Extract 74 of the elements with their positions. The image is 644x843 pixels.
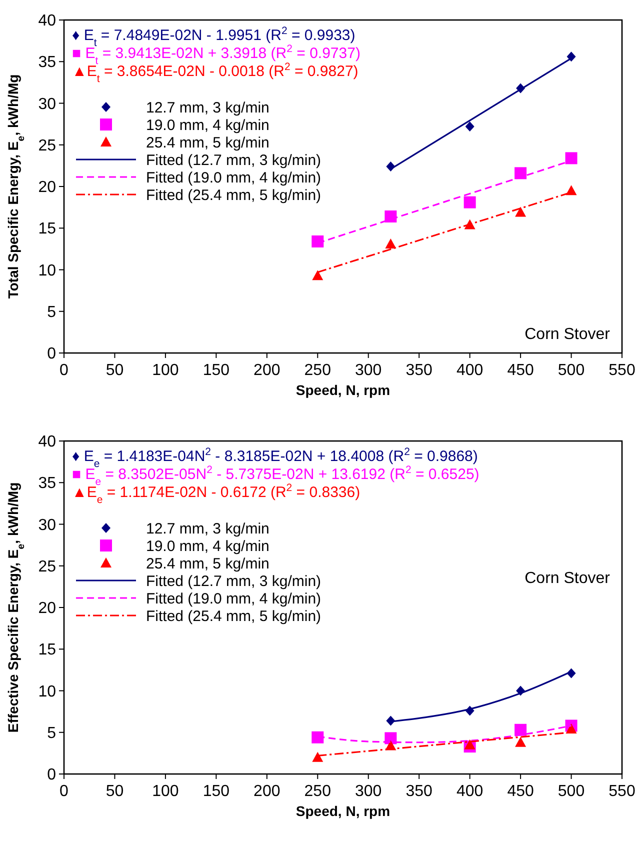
- x-tick-label: 300: [355, 362, 382, 379]
- x-axis-title: Speed, N, rpm: [296, 803, 390, 819]
- point: [566, 724, 577, 734]
- x-tick-label: 0: [60, 783, 69, 800]
- legend-label: 19.0 mm, 4 kg/min: [146, 538, 270, 555]
- point: [312, 731, 324, 744]
- y-tick-label: 35: [38, 475, 56, 492]
- x-tick-label: 250: [304, 783, 332, 800]
- point: [465, 122, 474, 132]
- point: [312, 235, 324, 248]
- x-tick-label: 350: [406, 783, 433, 800]
- x-tick-label: 550: [608, 362, 636, 379]
- y-tick-label: 0: [47, 346, 56, 363]
- x-tick-label: 150: [202, 362, 230, 379]
- point: [515, 736, 526, 747]
- point: [565, 152, 578, 164]
- legend-label: Fitted (12.7 mm, 3 kg/min): [146, 572, 322, 590]
- y-tick-label: 20: [38, 600, 56, 618]
- point: [312, 752, 324, 762]
- x-tick-label: 350: [406, 362, 433, 379]
- legend-label: 25.4 mm, 5 kg/min: [146, 555, 270, 572]
- x-tick-label: 500: [558, 783, 585, 800]
- y-tick-label: 35: [38, 54, 56, 72]
- legend-label: Fitted (12.7 mm, 3 kg/min): [146, 152, 322, 169]
- annotation: Corn Stover: [524, 570, 611, 587]
- x-tick-label: 400: [456, 362, 484, 379]
- y-tick-label: 40: [38, 12, 56, 30]
- point: [464, 196, 476, 208]
- x-tick-label: 550: [608, 783, 636, 800]
- y-tick-label: 30: [38, 516, 56, 534]
- annotation: Corn Stover: [524, 326, 611, 343]
- y-tick-label: 25: [38, 137, 56, 154]
- x-tick-label: 50: [106, 783, 124, 800]
- y-tick-label: 0: [47, 766, 56, 784]
- point: [385, 238, 396, 248]
- x-tick-label: 50: [106, 362, 124, 379]
- x-tick-label: 500: [558, 362, 585, 379]
- x-tick-label: 250: [304, 362, 332, 379]
- y-tick-label: 15: [38, 220, 56, 238]
- y-tick-label: 30: [38, 96, 56, 113]
- y-tick-label: 10: [38, 262, 56, 280]
- legend-label: 12.7 mm, 3 kg/min: [146, 99, 270, 116]
- legend-label: 12.7 mm, 3 kg/min: [146, 520, 270, 538]
- x-axis-title: Speed, N, rpm: [296, 382, 390, 398]
- x-tick-label: 0: [60, 362, 69, 379]
- legend-label: Fitted (25.4 mm, 5 kg/min): [146, 608, 322, 625]
- x-tick-label: 150: [202, 783, 230, 800]
- x-tick-label: 200: [254, 362, 280, 379]
- y-tick-label: 15: [38, 642, 56, 659]
- legend-label: Fitted (19.0 mm, 4 kg/min): [146, 169, 322, 186]
- y-tick-label: 5: [47, 304, 56, 321]
- x-tick-label: 100: [152, 783, 179, 800]
- y-tick-label: 25: [38, 558, 56, 576]
- y-tick-label: 20: [38, 179, 56, 196]
- x-tick-label: 100: [152, 362, 179, 379]
- legend-label: 19.0 mm, 4 kg/min: [146, 116, 270, 134]
- point: [514, 167, 527, 180]
- point: [464, 739, 476, 750]
- point: [312, 270, 324, 280]
- point: [566, 52, 576, 62]
- legend-label: 25.4 mm, 5 kg/min: [146, 134, 270, 152]
- y-tick-label: 10: [38, 683, 56, 700]
- x-tick-label: 300: [355, 783, 382, 800]
- y-tick-label: 5: [47, 724, 56, 742]
- legend-label: Fitted (19.0 mm, 4 kg/min): [146, 590, 322, 608]
- y-tick-label: 40: [38, 434, 56, 451]
- point: [515, 206, 526, 217]
- x-tick-label: 450: [507, 362, 534, 379]
- legend-label: Fitted (25.4 mm, 5 kg/min): [146, 186, 322, 204]
- x-tick-label: 450: [507, 783, 534, 800]
- x-tick-label: 400: [456, 783, 484, 800]
- point: [384, 210, 397, 222]
- x-tick-label: 200: [254, 783, 280, 800]
- point: [514, 724, 527, 736]
